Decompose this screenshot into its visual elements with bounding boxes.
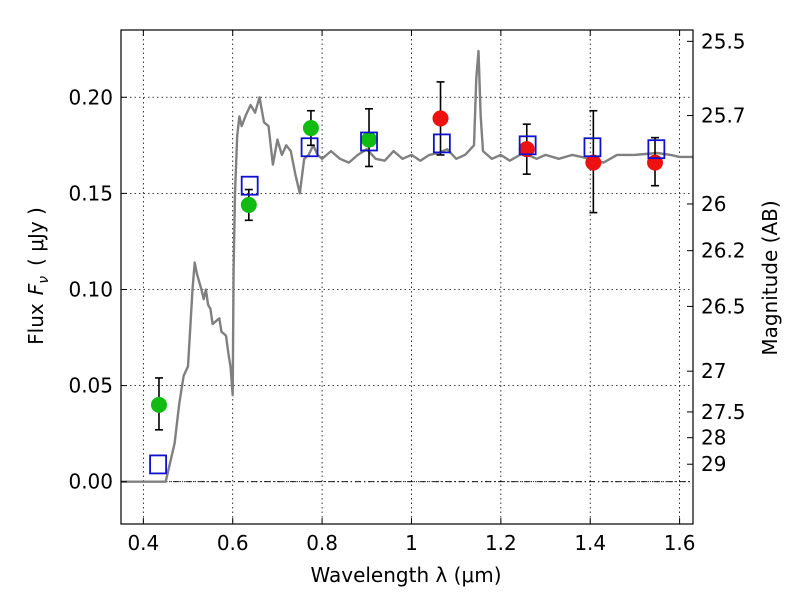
y-tick-label: 0.05 (68, 374, 113, 398)
y2-tick-label: 27 (701, 359, 726, 383)
x-tick-label: 1.6 (664, 531, 696, 555)
y2-tick-label: 28 (701, 426, 726, 450)
data-point-square (240, 175, 259, 196)
y2-tick-label: 27.5 (701, 400, 746, 424)
model-spectrum-layer (121, 49, 693, 483)
y2-tick-label: 26.5 (701, 294, 746, 318)
y-axis-title-prefix: Flux (24, 303, 48, 345)
x-axis-title: Wavelength λ (μm) (310, 563, 501, 587)
y-axis-title-subscript: ν (36, 276, 52, 284)
y-tick-label: 0.15 (68, 181, 113, 205)
y-axis-title-unit: ( μJy ) (24, 207, 48, 266)
tick-labels: 0.4 0.6 0.8 1 1.2 1.4 1.6 0.00 0.05 0.10 0.15 0.20 2… (68, 29, 745, 555)
data-point-square (360, 131, 378, 152)
x-tick-label: 0.6 (217, 531, 249, 555)
plot-frame (120, 29, 694, 525)
data-point-square (583, 137, 602, 158)
x-tick-label: 1.4 (574, 531, 606, 555)
y-tick-label: 0.10 (68, 277, 113, 301)
y2-tick-label: 29 (701, 452, 726, 476)
y2-tick-label: 26.2 (701, 239, 746, 263)
x-tick-label: 0.4 (127, 531, 159, 555)
data-point-square (432, 133, 451, 154)
y2-tick-label: 26 (701, 192, 726, 216)
y2-tick-label: 25.7 (701, 104, 746, 128)
data-point-square (149, 454, 167, 475)
data-point-circle (361, 131, 378, 148)
y2-axis-title: Magnitude (AB) (758, 200, 782, 355)
model-spectrum-curve (121, 49, 693, 483)
y-axis-title-symbol: F (24, 283, 48, 295)
y-tick-label: 0.00 (68, 470, 113, 494)
photometry-markers (149, 81, 666, 475)
data-point-square (300, 137, 319, 158)
x-tick-label: 1.2 (485, 531, 517, 555)
data-point-circle (240, 196, 257, 213)
y2-tick-label: 25.5 (701, 29, 746, 53)
axis-ticks (121, 30, 693, 524)
data-point-circle (585, 154, 602, 171)
x-tick-label: 1 (405, 531, 418, 555)
data-point-circle (432, 110, 449, 127)
data-point-square (518, 135, 537, 156)
y-axis-title: Flux Fν ( μJy ) (24, 207, 52, 345)
x-tick-label: 0.8 (306, 531, 338, 555)
data-point-circle (302, 120, 319, 137)
data-point-circle (150, 396, 167, 413)
y-tick-label: 0.20 (68, 85, 113, 109)
data-point-square (647, 139, 666, 160)
